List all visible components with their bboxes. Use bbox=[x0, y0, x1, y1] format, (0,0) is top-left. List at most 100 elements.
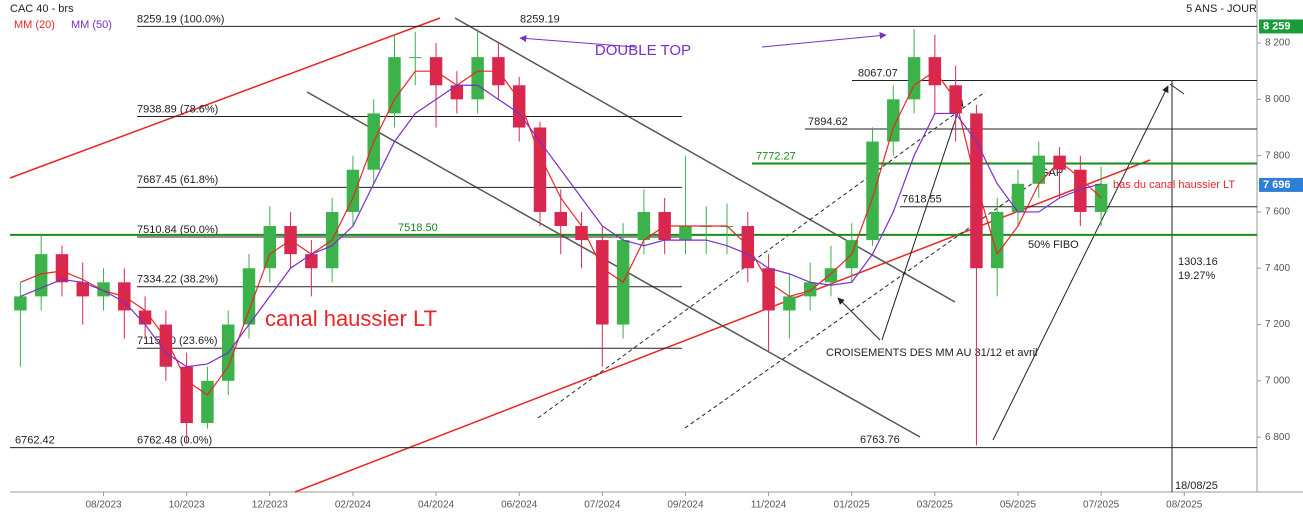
level-label: 7772.27 bbox=[756, 150, 796, 162]
annotation: canal haussier LT bbox=[265, 306, 437, 331]
candle-body bbox=[450, 85, 464, 100]
x-tick-label: 07/2025 bbox=[1083, 500, 1120, 511]
candle-body bbox=[346, 169, 360, 212]
price-tag bbox=[1259, 19, 1303, 34]
chart-title: CAC 40 - brs bbox=[10, 3, 74, 15]
candle-body bbox=[990, 211, 1004, 269]
y-tick-label: 7 600 bbox=[1265, 207, 1290, 218]
legend-entry: MM (20) bbox=[14, 19, 55, 31]
level-label: 6762.48 (0.0%) bbox=[137, 435, 212, 447]
x-tick-label: 07/2024 bbox=[584, 500, 621, 511]
annotation: DOUBLE TOP bbox=[595, 42, 691, 59]
level-label: 6763.76 bbox=[860, 434, 900, 446]
level-label: 7618.55 bbox=[902, 194, 942, 206]
x-tick-label: 08/2023 bbox=[85, 500, 122, 511]
candle-body bbox=[970, 113, 983, 269]
price-tag bbox=[1259, 177, 1303, 192]
x-tick-label: 03/2025 bbox=[917, 500, 954, 511]
arrow bbox=[881, 99, 964, 341]
candle-body bbox=[76, 282, 89, 297]
annotation: 18/08/25 bbox=[1175, 480, 1218, 492]
candle-body bbox=[887, 99, 900, 142]
x-tick-label: 01/2025 bbox=[834, 500, 871, 511]
level-label: 8067.07 bbox=[858, 67, 898, 79]
annotation: CROISEMENTS DES MM AU 31/12 et avril bbox=[826, 347, 1038, 359]
candle-body bbox=[180, 366, 193, 424]
candle-body bbox=[512, 85, 526, 128]
candle-body bbox=[1074, 169, 1087, 212]
candle-body bbox=[159, 324, 173, 367]
period: 5 ANS - JOUR bbox=[1186, 3, 1257, 15]
x-tick-label: 06/2024 bbox=[501, 500, 538, 511]
drawings bbox=[9, 17, 1185, 493]
candle-body bbox=[803, 282, 817, 297]
candle-body bbox=[1053, 155, 1066, 170]
y-tick-label: 7 800 bbox=[1265, 150, 1290, 161]
annotation: 19.27% bbox=[1178, 270, 1216, 282]
x-tick-label: 05/2025 bbox=[1000, 500, 1037, 511]
candle-body bbox=[533, 127, 547, 212]
candle-body bbox=[824, 268, 838, 283]
ma-line bbox=[20, 70, 1102, 396]
candle-body bbox=[866, 141, 879, 241]
price-tag-label: 7 696 bbox=[1263, 179, 1291, 191]
legend-entry: MM (50) bbox=[71, 19, 112, 31]
trend-line bbox=[684, 177, 1041, 429]
level-label: 6762.42 bbox=[15, 435, 55, 447]
trend-line bbox=[306, 91, 921, 438]
candle-body bbox=[554, 211, 567, 227]
candle-body bbox=[14, 296, 27, 311]
candle-body bbox=[263, 226, 277, 269]
price-tag-label: 8 259 bbox=[1263, 20, 1291, 32]
level-label: 7687.45 (61.8%) bbox=[137, 174, 218, 186]
candle-body bbox=[409, 57, 422, 59]
x-tick-label: 02/2024 bbox=[335, 500, 372, 511]
candle-body bbox=[55, 254, 69, 283]
y-tick-label: 7 000 bbox=[1265, 375, 1290, 386]
annotation: bas du canal haussier LT bbox=[1113, 179, 1235, 191]
candle-body bbox=[388, 57, 401, 114]
candle-body bbox=[783, 296, 796, 311]
candle-body bbox=[34, 254, 48, 297]
x-tick-label: 08/2025 bbox=[1166, 500, 1203, 511]
x-tick-label: 10/2023 bbox=[169, 500, 206, 511]
candle-body bbox=[762, 268, 775, 311]
candle-body bbox=[596, 240, 609, 325]
ma-line bbox=[20, 84, 1102, 368]
candle-body bbox=[471, 57, 484, 100]
arrow bbox=[992, 85, 1169, 441]
y-tick-label: 7 400 bbox=[1265, 263, 1290, 274]
candle-body bbox=[907, 57, 921, 100]
candle-body bbox=[575, 226, 588, 241]
level-label: 8259.19 (100.0%) bbox=[137, 13, 224, 25]
level-label: 8259.19 bbox=[520, 13, 560, 25]
annotation: 50% FIBO bbox=[1028, 239, 1079, 251]
candle-body bbox=[201, 380, 214, 424]
arrow bbox=[837, 297, 881, 341]
arrow bbox=[761, 32, 887, 48]
x-tick-label: 12/2023 bbox=[252, 500, 289, 511]
candle-body bbox=[1011, 183, 1025, 212]
trend-line bbox=[537, 91, 986, 419]
y-tick-label: 6 800 bbox=[1265, 432, 1290, 443]
annotation: 1303.16 bbox=[1178, 256, 1218, 268]
candle-body bbox=[637, 211, 651, 241]
level-label: 7115.70 (23.6%) bbox=[137, 335, 218, 347]
level-label: 7938.89 (78.6%) bbox=[137, 103, 218, 115]
y-tick-label: 7 200 bbox=[1265, 319, 1290, 330]
x-tick-label: 11/2024 bbox=[751, 500, 787, 511]
candle-body bbox=[138, 310, 152, 325]
candle-body bbox=[242, 268, 256, 325]
x-tick-label: 09/2024 bbox=[667, 500, 704, 511]
arrow bbox=[519, 35, 636, 48]
level-label: 7518.50 bbox=[398, 222, 438, 234]
x-tick-label: 04/2024 bbox=[418, 500, 455, 511]
candle-body bbox=[679, 226, 692, 241]
level-label: 7334.22 (38.2%) bbox=[137, 274, 218, 286]
candle-body bbox=[741, 226, 755, 269]
candle-body bbox=[305, 254, 318, 269]
y-tick-label: 8 200 bbox=[1265, 38, 1290, 49]
trend-line bbox=[9, 17, 441, 179]
